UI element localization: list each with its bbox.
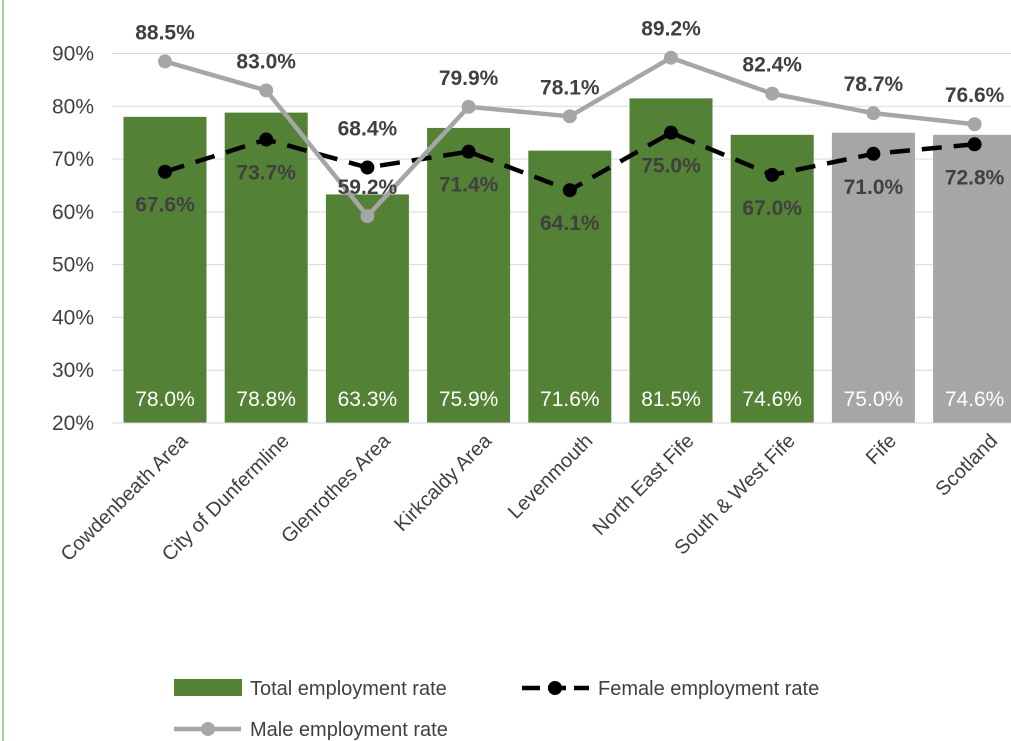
male-point bbox=[259, 83, 274, 98]
female-value-label: 67.0% bbox=[742, 197, 802, 220]
y-tick-label: 50% bbox=[52, 254, 94, 277]
male-point bbox=[765, 86, 780, 101]
male-point bbox=[967, 117, 982, 132]
bar-value-label: 81.5% bbox=[641, 388, 701, 411]
male-point bbox=[461, 99, 476, 114]
y-tick-label: 90% bbox=[52, 43, 94, 66]
line-series-female bbox=[158, 125, 982, 198]
male-value-label: 76.6% bbox=[945, 84, 1005, 107]
male-value-label: 88.5% bbox=[135, 21, 195, 44]
male-value-label: 79.9% bbox=[439, 67, 499, 90]
bar-series-total bbox=[123, 98, 1011, 424]
female-point bbox=[664, 125, 678, 140]
bar-value-label: 74.6% bbox=[945, 388, 1005, 411]
y-tick-label: 40% bbox=[52, 306, 94, 329]
male-value-label: 83.0% bbox=[236, 50, 296, 73]
x-category-label: Kirkcaldy Area bbox=[390, 429, 497, 536]
x-category-label: Scotland bbox=[932, 430, 1003, 501]
bar-value-label: 71.6% bbox=[540, 388, 600, 411]
bar bbox=[831, 132, 915, 423]
female-point bbox=[461, 144, 476, 159]
y-axis: 20% 30% 40% 50% 60% 70% 80% 90% bbox=[52, 43, 94, 436]
female-value-label: 72.8% bbox=[945, 166, 1005, 189]
legend-label-female: Female employment rate bbox=[598, 678, 819, 700]
legend-label-male: Male employment rate bbox=[250, 719, 448, 741]
legend-label-total: Total employment rate bbox=[250, 678, 447, 700]
y-tick-label: 80% bbox=[52, 95, 94, 118]
male-point bbox=[158, 54, 172, 69]
female-value-label: 75.0% bbox=[641, 155, 701, 178]
bar-value-label: 75.9% bbox=[439, 388, 499, 411]
line-series-male bbox=[158, 50, 982, 224]
female-value-label: 73.7% bbox=[236, 162, 296, 185]
y-tick-label: 70% bbox=[52, 148, 94, 171]
bar-value-label: 75.0% bbox=[844, 388, 904, 411]
bar-value-label: 78.8% bbox=[236, 388, 296, 411]
legend-marker-male bbox=[201, 722, 215, 736]
bar bbox=[629, 98, 713, 423]
female-point bbox=[562, 183, 577, 198]
male-point bbox=[664, 50, 678, 65]
male-point bbox=[562, 109, 577, 124]
female-point bbox=[765, 167, 780, 182]
bar bbox=[224, 112, 308, 424]
legend-swatch-total bbox=[174, 679, 242, 696]
bar bbox=[325, 194, 409, 423]
female-point bbox=[866, 146, 881, 161]
y-tick-label: 20% bbox=[52, 412, 94, 435]
x-category-label: Fife bbox=[862, 430, 901, 469]
male-value-label: 82.4% bbox=[742, 54, 802, 77]
y-tick-label: 30% bbox=[52, 359, 94, 382]
female-point bbox=[259, 132, 274, 147]
female-value-label: 71.0% bbox=[844, 176, 904, 199]
x-category-label: Levenmouth bbox=[504, 430, 597, 523]
bar-value-label: 63.3% bbox=[338, 388, 398, 411]
legend-marker-female bbox=[548, 681, 562, 695]
data-labels: 78.0% 78.8% 63.3% 75.9% 71.6% 81.5% 74.6% 75.0%… bbox=[135, 18, 1004, 411]
male-value-label: 78.1% bbox=[540, 76, 600, 99]
female-value-label: 68.4% bbox=[338, 118, 398, 141]
male-point bbox=[360, 209, 375, 224]
female-value-label: 67.6% bbox=[135, 194, 195, 217]
bar bbox=[123, 116, 207, 423]
bar bbox=[427, 127, 511, 423]
legend: Total employment rate Female employment r… bbox=[174, 678, 819, 741]
female-point bbox=[158, 164, 172, 179]
x-category-label: North East Fife bbox=[589, 430, 699, 540]
bar bbox=[730, 134, 814, 424]
male-value-label: 89.2% bbox=[641, 18, 701, 41]
y-tick-label: 60% bbox=[52, 201, 94, 224]
female-point bbox=[967, 137, 982, 152]
bar bbox=[933, 134, 1011, 424]
male-point bbox=[866, 106, 881, 121]
bar-value-label: 78.0% bbox=[135, 388, 195, 411]
female-value-label: 64.1% bbox=[540, 212, 600, 235]
female-point bbox=[360, 160, 375, 175]
x-category-label: Glenrothes Area bbox=[277, 429, 395, 547]
male-value-label: 78.7% bbox=[844, 73, 904, 96]
male-value-label: 59.2% bbox=[338, 176, 398, 199]
bar-value-label: 74.6% bbox=[742, 388, 802, 411]
female-value-label: 71.4% bbox=[439, 174, 499, 197]
